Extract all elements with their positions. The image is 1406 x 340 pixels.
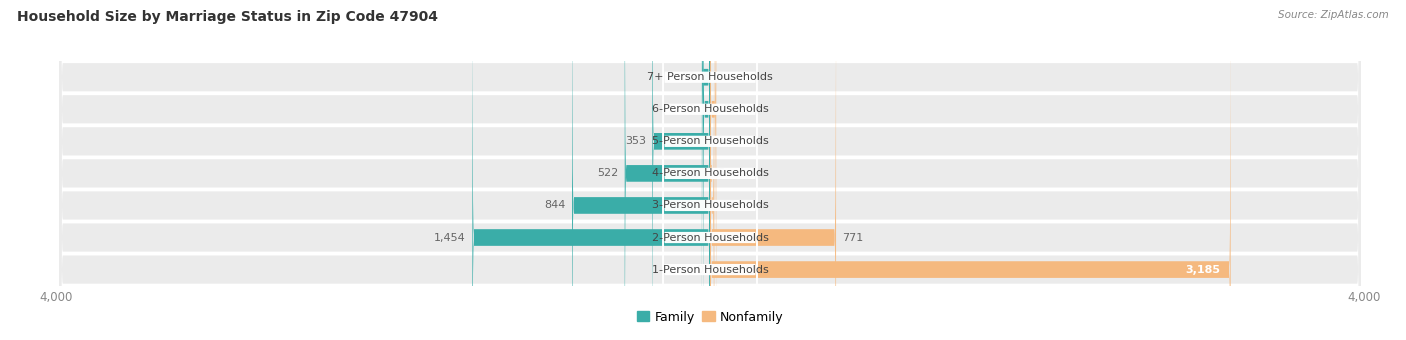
Text: 7+ Person Households: 7+ Person Households xyxy=(647,72,773,82)
Text: 6-Person Households: 6-Person Households xyxy=(651,104,769,114)
FancyBboxPatch shape xyxy=(703,0,710,340)
Text: 0: 0 xyxy=(696,265,703,275)
FancyBboxPatch shape xyxy=(662,0,758,340)
Text: 353: 353 xyxy=(624,136,645,146)
FancyBboxPatch shape xyxy=(572,0,710,340)
FancyBboxPatch shape xyxy=(710,0,716,340)
Legend: Family, Nonfamily: Family, Nonfamily xyxy=(631,306,789,329)
Text: 50: 50 xyxy=(682,72,696,82)
FancyBboxPatch shape xyxy=(59,0,1361,340)
FancyBboxPatch shape xyxy=(662,0,758,340)
Text: 4-Person Households: 4-Person Households xyxy=(651,168,769,179)
Text: 3,185: 3,185 xyxy=(1185,265,1220,275)
FancyBboxPatch shape xyxy=(662,0,758,340)
Text: Household Size by Marriage Status in Zip Code 47904: Household Size by Marriage Status in Zip… xyxy=(17,10,437,24)
FancyBboxPatch shape xyxy=(662,0,758,340)
FancyBboxPatch shape xyxy=(710,0,1230,340)
Text: 0: 0 xyxy=(717,136,724,146)
FancyBboxPatch shape xyxy=(662,0,758,340)
Text: 6: 6 xyxy=(717,168,724,179)
FancyBboxPatch shape xyxy=(624,0,710,340)
Text: 5-Person Households: 5-Person Households xyxy=(651,136,769,146)
FancyBboxPatch shape xyxy=(59,0,1361,340)
Text: 26: 26 xyxy=(721,201,735,210)
FancyBboxPatch shape xyxy=(472,0,710,340)
FancyBboxPatch shape xyxy=(652,0,710,340)
Text: 38: 38 xyxy=(723,104,737,114)
Text: 43: 43 xyxy=(682,104,696,114)
FancyBboxPatch shape xyxy=(59,0,1361,340)
FancyBboxPatch shape xyxy=(59,0,1361,340)
Text: 3-Person Households: 3-Person Households xyxy=(651,201,769,210)
Text: 522: 522 xyxy=(598,168,619,179)
FancyBboxPatch shape xyxy=(59,0,1361,340)
Text: 1,454: 1,454 xyxy=(434,233,465,242)
FancyBboxPatch shape xyxy=(710,0,837,340)
FancyBboxPatch shape xyxy=(662,0,758,340)
FancyBboxPatch shape xyxy=(662,0,758,340)
FancyBboxPatch shape xyxy=(702,0,710,340)
FancyBboxPatch shape xyxy=(710,0,711,340)
FancyBboxPatch shape xyxy=(710,0,714,340)
Text: 1-Person Households: 1-Person Households xyxy=(651,265,769,275)
Text: 771: 771 xyxy=(842,233,863,242)
FancyBboxPatch shape xyxy=(59,0,1361,340)
Text: Source: ZipAtlas.com: Source: ZipAtlas.com xyxy=(1278,10,1389,20)
Text: 2-Person Households: 2-Person Households xyxy=(651,233,769,242)
Text: 844: 844 xyxy=(544,201,565,210)
FancyBboxPatch shape xyxy=(59,0,1361,340)
Text: 0: 0 xyxy=(717,72,724,82)
